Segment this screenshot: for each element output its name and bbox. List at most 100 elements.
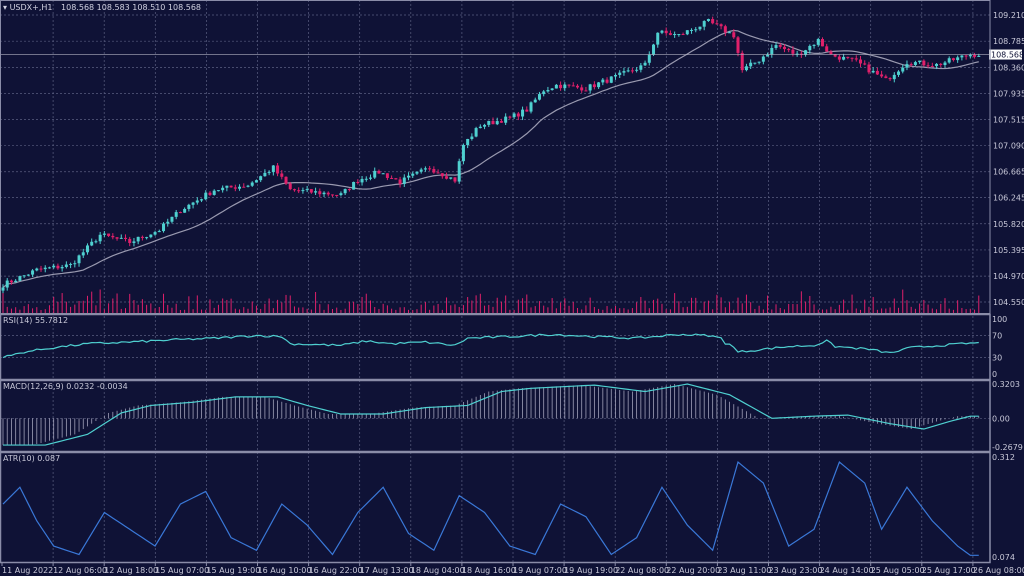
x-tick-label: 16 Aug 10:00 (258, 566, 312, 575)
candle-body (829, 51, 833, 55)
candle-body (897, 71, 901, 75)
candle-body (360, 178, 364, 183)
candle-body (516, 113, 520, 117)
candle-body (880, 74, 884, 77)
candle-body (178, 212, 182, 214)
candle-body (183, 208, 187, 213)
candle-body (787, 49, 791, 51)
candle-body (81, 252, 85, 256)
price-axis-label: 105.395 (993, 246, 1024, 255)
candle-body (968, 54, 972, 57)
price-axis-label: 107.515 (993, 115, 1024, 124)
candle-body (191, 202, 195, 205)
candle-body (766, 54, 770, 57)
candle-body (732, 32, 736, 38)
candle-body (964, 55, 968, 57)
candle-body (575, 85, 579, 88)
price-axis-label: 109.210 (993, 11, 1024, 20)
candle-body (825, 46, 829, 52)
candle-body (26, 274, 30, 276)
candle-body (436, 172, 440, 174)
candle-body (643, 62, 647, 66)
candle-body (322, 192, 326, 195)
candle-body (39, 268, 43, 270)
candle-body (977, 55, 981, 57)
candle-body (229, 185, 233, 188)
candle-body (512, 113, 516, 118)
candle-body (639, 65, 643, 70)
candle-body (335, 194, 339, 196)
candle-body (537, 94, 541, 100)
macd-line (3, 383, 979, 446)
x-tick-label: 22 Aug 08:00 (615, 566, 669, 575)
candle-body (554, 84, 558, 89)
candle-body (385, 173, 389, 178)
candle-body (60, 266, 64, 269)
candle-body (428, 168, 432, 170)
candle-body (816, 39, 820, 45)
candle-body (284, 176, 288, 184)
candle-body (702, 21, 706, 27)
rsi-line (2, 333, 979, 359)
candle-body (347, 189, 351, 191)
x-tick-label: 18 Aug 04:00 (411, 566, 465, 575)
candle-body (736, 37, 740, 53)
rsi-title: RSI(14) 55.7812 (3, 316, 68, 325)
candle-body (373, 170, 377, 178)
price-axis-label: 106.245 (993, 194, 1024, 203)
candle-body (926, 65, 930, 67)
candle-body (973, 54, 977, 57)
candle-body (140, 236, 144, 238)
candle-body (259, 176, 263, 181)
candle-body (626, 70, 630, 72)
candle-body (677, 34, 681, 36)
candle-body (390, 177, 394, 179)
candle-body (614, 74, 617, 77)
x-tick-label: 17 Aug 13:00 (360, 566, 414, 575)
x-tick-label: 12 Aug 06:00 (53, 566, 107, 575)
candle-body (533, 99, 537, 103)
candle-body (782, 46, 786, 50)
x-tick-label: 12 Aug 18:00 (104, 566, 158, 575)
candle-body (411, 173, 415, 176)
candle-body (842, 56, 846, 60)
candle-body (795, 53, 799, 55)
candle-body (242, 186, 246, 188)
candle-body (267, 172, 271, 174)
price-axis-label: 104.550 (993, 298, 1024, 307)
candle-body (9, 280, 13, 283)
candle-body (491, 120, 495, 125)
candle-body (440, 173, 444, 177)
dropdown-triangle-icon[interactable]: ▾ (3, 3, 8, 12)
price-axis-label: 106.665 (993, 168, 1024, 177)
candle-body (445, 176, 449, 179)
candle-body (605, 79, 609, 83)
candle-body (922, 60, 926, 66)
candle-body (187, 204, 191, 209)
candle-body (254, 180, 258, 183)
price-axis-label: 108.360 (993, 63, 1024, 72)
candle-body (943, 62, 947, 66)
candle-body (352, 181, 356, 190)
candle-body (297, 190, 301, 192)
candle-body (706, 19, 710, 22)
rsi-axis-label: 100 (992, 315, 1007, 324)
candle-body (664, 30, 668, 34)
candle-body (571, 85, 575, 87)
candle-body (761, 56, 765, 62)
candle-body (799, 53, 803, 55)
price-axis-label: 107.935 (993, 90, 1024, 99)
candle-body (56, 265, 60, 269)
candle-body (812, 44, 816, 46)
candle-body (918, 60, 922, 63)
candle-body (301, 190, 305, 192)
candle-body (951, 58, 955, 61)
candle-body (204, 192, 208, 200)
candle-body (774, 45, 778, 48)
candle-body (77, 255, 81, 264)
candle-body (263, 172, 267, 177)
candle-body (22, 275, 26, 277)
candle-body (601, 79, 605, 83)
